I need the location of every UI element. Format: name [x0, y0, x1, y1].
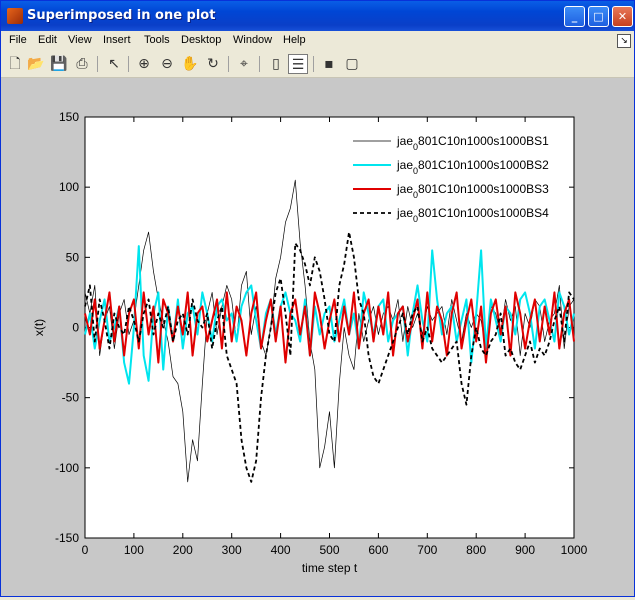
figure-toolbar: 🗋 📂 💾 ⎙ ↖ ⊕ ⊖ ✋ ↻ ⌖ ▯ ☰ ▪ ▢: [1, 51, 634, 78]
y-axis-label: x(t): [32, 319, 46, 336]
x-tick-label: 700: [417, 543, 437, 557]
menu-file[interactable]: File: [9, 34, 27, 46]
rotate-3d-icon[interactable]: ↻: [207, 56, 219, 72]
y-tick-label: -150: [55, 531, 79, 545]
menu-desktop[interactable]: Desktop: [181, 34, 222, 46]
menu-bar: File Edit View Insert Tools Desktop Wind…: [1, 31, 634, 51]
legend-entry-3[interactable]: jae0801C10n1000s1000BS3: [396, 182, 549, 200]
colorbar-icon[interactable]: ▯: [272, 56, 280, 72]
x-axis-label: time step t: [302, 561, 358, 575]
menu-tools[interactable]: Tools: [144, 34, 170, 46]
new-file-icon[interactable]: 🗋: [9, 56, 21, 72]
show-plot-tools-icon[interactable]: ▢: [345, 56, 359, 72]
x-tick-label: 300: [222, 543, 242, 557]
hide-plot-tools-icon[interactable]: ▪: [324, 56, 334, 72]
legend-icon[interactable]: ☰: [288, 54, 308, 74]
toolbar-separator: [97, 56, 98, 72]
save-icon[interactable]: 💾: [50, 56, 68, 72]
x-tick-label: 600: [368, 543, 388, 557]
x-tick-label: 800: [466, 543, 486, 557]
y-tick-label: 0: [72, 321, 79, 335]
x-tick-label: 900: [515, 543, 535, 557]
legend-entry-4[interactable]: jae0801C10n1000s1000BS4: [396, 206, 549, 224]
y-tick-label: -50: [62, 391, 80, 405]
legend-entry-1[interactable]: jae0801C10n1000s1000BS1: [396, 134, 549, 152]
y-tick-label: 150: [59, 110, 79, 124]
x-tick-label: 0: [82, 543, 89, 557]
menu-window[interactable]: Window: [233, 34, 273, 46]
figure-canvas: 0 100 200 300 400 500 600 700 800 900 1000 -150 -100…: [1, 78, 634, 596]
menu-insert[interactable]: Insert: [103, 34, 131, 46]
series-line-3[interactable]: [84, 291, 575, 364]
print-icon[interactable]: ⎙: [76, 56, 88, 72]
x-tick-label: 100: [124, 543, 144, 557]
toolbar-separator: [313, 56, 314, 72]
pan-hand-icon[interactable]: ✋: [181, 56, 199, 72]
series-line-4[interactable]: [84, 231, 575, 483]
x-tick-label: 400: [271, 543, 291, 557]
window-title: Superimposed in one plot: [27, 8, 216, 23]
zoom-out-icon[interactable]: ⊖: [161, 56, 173, 72]
menu-view[interactable]: View: [68, 34, 92, 46]
dock-figure-button[interactable]: ↘: [617, 34, 631, 48]
toolbar-separator: [228, 56, 229, 72]
open-folder-icon[interactable]: 📂: [27, 56, 45, 72]
title-bar[interactable]: Superimposed in one plot _ □ ✕: [1, 1, 634, 31]
y-tick-label: 100: [59, 180, 79, 194]
x-tick-label: 200: [173, 543, 193, 557]
toolbar-separator: [259, 56, 260, 72]
minimize-button[interactable]: _: [564, 6, 585, 27]
maximize-button[interactable]: □: [588, 6, 609, 27]
zoom-in-icon[interactable]: ⊕: [138, 56, 150, 72]
menu-help[interactable]: Help: [283, 34, 306, 46]
x-tick-label: 1000: [561, 543, 588, 557]
y-tick-label: -100: [55, 461, 79, 475]
toolbar-separator: [128, 56, 129, 72]
data-cursor-icon[interactable]: ⌖: [240, 56, 248, 72]
plot-svg: 0 100 200 300 400 500 600 700 800 900 1000-150-100…: [32, 110, 588, 575]
close-button[interactable]: ✕: [612, 6, 633, 27]
y-tick-label: 50: [66, 250, 80, 264]
legend-entry-2[interactable]: jae0801C10n1000s1000BS2: [396, 158, 549, 176]
matlab-app-icon: [7, 8, 23, 24]
menu-edit[interactable]: Edit: [38, 34, 57, 46]
x-tick-label: 500: [319, 543, 339, 557]
pointer-icon[interactable]: ↖: [108, 56, 120, 72]
